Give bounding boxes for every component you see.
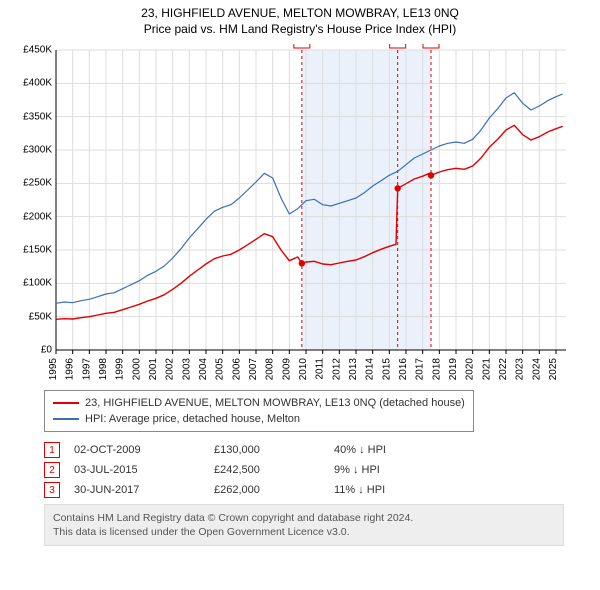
sale-date: 03-JUL-2015 xyxy=(74,464,214,476)
x-tick-label: 2009 xyxy=(281,358,292,381)
x-tick-label: 1996 xyxy=(65,358,76,381)
y-tick-label: £0 xyxy=(41,345,52,356)
legend-swatch xyxy=(53,402,79,404)
x-tick-label: 2011 xyxy=(315,358,326,380)
sale-price: £262,000 xyxy=(214,484,334,496)
chart-marker-label: 3 xyxy=(428,44,434,47)
x-tick-label: 2006 xyxy=(231,358,242,381)
y-tick-label: £450K xyxy=(23,45,52,56)
legend-label: HPI: Average price, detached house, Melt… xyxy=(85,411,300,427)
footer-line: This data is licensed under the Open Gov… xyxy=(53,525,555,539)
y-tick-label: £50K xyxy=(29,311,52,322)
legend: 23, HIGHFIELD AVENUE, MELTON MOWBRAY, LE… xyxy=(44,390,474,432)
x-tick-label: 2022 xyxy=(498,358,509,381)
sales-table: 1 02-OCT-2009£130,00040% ↓ HPI 2 03-JUL-201… xyxy=(44,442,594,498)
x-tick-label: 2016 xyxy=(398,358,409,381)
y-tick-label: £250K xyxy=(23,178,52,189)
x-tick-label: 2004 xyxy=(198,358,209,381)
sale-marker: 1 xyxy=(44,442,60,458)
x-tick-label: 2017 xyxy=(415,358,426,381)
x-tick-label: 1998 xyxy=(98,358,109,381)
legend-swatch xyxy=(53,418,79,420)
x-tick-label: 2002 xyxy=(165,358,176,381)
y-tick-label: £350K xyxy=(23,111,52,122)
sale-marker: 3 xyxy=(44,482,60,498)
sale-price: £242,500 xyxy=(214,464,334,476)
sale-delta: 9% ↓ HPI xyxy=(334,464,474,476)
x-tick-label: 2005 xyxy=(215,358,226,381)
x-tick-label: 2001 xyxy=(148,358,159,381)
x-tick-label: 1995 xyxy=(48,358,59,381)
sale-date: 02-OCT-2009 xyxy=(74,444,214,456)
y-tick-label: £200K xyxy=(23,211,52,222)
x-tick-label: 2019 xyxy=(448,358,459,381)
x-tick-label: 2015 xyxy=(381,358,392,381)
y-tick-label: £100K xyxy=(23,278,52,289)
x-tick-label: 2014 xyxy=(365,358,376,381)
x-tick-label: 2008 xyxy=(265,358,276,381)
x-tick-label: 2013 xyxy=(348,358,359,381)
footer-attribution: Contains HM Land Registry data © Crown c… xyxy=(44,504,564,546)
x-tick-label: 2020 xyxy=(465,358,476,381)
page-subtitle: Price paid vs. HM Land Registry's House … xyxy=(6,22,594,36)
y-tick-label: £150K xyxy=(23,245,52,256)
sale-point xyxy=(299,260,305,266)
x-tick-label: 1999 xyxy=(115,358,126,381)
sale-delta: 11% ↓ HPI xyxy=(334,484,474,496)
chart-marker-label: 1 xyxy=(299,44,305,47)
y-tick-label: £400K xyxy=(23,78,52,89)
x-tick-label: 2024 xyxy=(531,358,542,381)
page-title: 23, HIGHFIELD AVENUE, MELTON MOWBRAY, LE… xyxy=(6,6,594,20)
x-tick-label: 2021 xyxy=(481,358,492,381)
y-tick-label: £300K xyxy=(23,145,52,156)
x-tick-label: 2003 xyxy=(181,358,192,381)
sale-date: 30-JUN-2017 xyxy=(74,484,214,496)
sale-delta: 40% ↓ HPI xyxy=(334,444,474,456)
x-tick-label: 2018 xyxy=(431,358,442,381)
sale-point xyxy=(394,185,400,191)
legend-label: 23, HIGHFIELD AVENUE, MELTON MOWBRAY, LE… xyxy=(85,395,465,411)
x-tick-label: 2023 xyxy=(515,358,526,381)
x-tick-label: 2010 xyxy=(298,358,309,381)
legend-item-property: 23, HIGHFIELD AVENUE, MELTON MOWBRAY, LE… xyxy=(53,395,465,411)
footer-line: Contains HM Land Registry data © Crown c… xyxy=(53,511,555,525)
legend-item-hpi: HPI: Average price, detached house, Melt… xyxy=(53,411,465,427)
x-tick-label: 2000 xyxy=(131,358,142,381)
x-tick-label: 2025 xyxy=(548,358,559,381)
x-tick-label: 2012 xyxy=(331,358,342,381)
x-tick-label: 2007 xyxy=(248,358,259,381)
price-chart: £0 £50K £100K £150K £200K £250K £300K £350K £400… xyxy=(10,44,570,384)
sale-price: £130,000 xyxy=(214,444,334,456)
chart-marker-label: 2 xyxy=(395,44,401,47)
sale-marker: 2 xyxy=(44,462,60,478)
sale-point xyxy=(428,172,434,178)
x-tick-label: 1997 xyxy=(81,358,92,381)
